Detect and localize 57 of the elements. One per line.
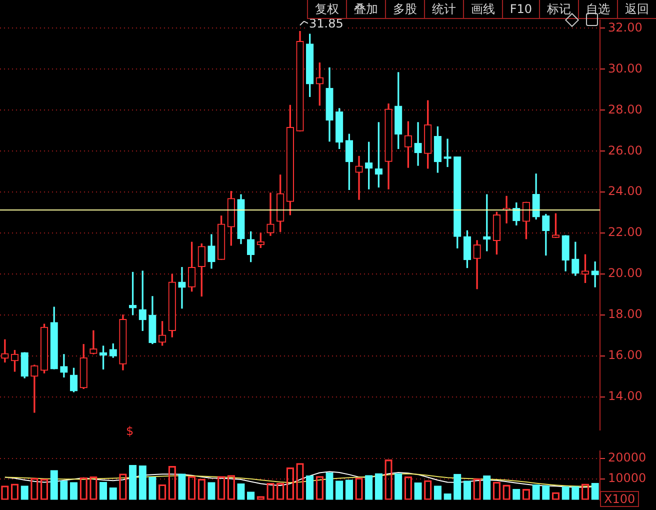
- y-tick-label: 10000: [608, 471, 646, 486]
- bar: [434, 486, 442, 500]
- bar: [336, 480, 344, 500]
- bar: [532, 484, 540, 500]
- bar: [414, 482, 422, 500]
- y-tick-label: 28.00: [608, 102, 642, 116]
- candlestick: [30, 364, 38, 413]
- candlestick: [90, 330, 98, 354]
- y-tick-label: 32.00: [608, 20, 642, 34]
- bar: [99, 482, 108, 500]
- bar: [326, 472, 334, 500]
- text: 复权: [314, 2, 339, 16]
- bar: [148, 476, 156, 500]
- bar: [591, 482, 599, 500]
- bar: [20, 486, 28, 500]
- bar: [237, 483, 245, 500]
- bar: [562, 486, 570, 500]
- y-tick-label: 16.00: [608, 348, 642, 362]
- text: 标记: [539, 0, 578, 19]
- bar: [138, 466, 146, 500]
- bar: [178, 474, 186, 500]
- bar: [365, 475, 373, 500]
- text: 返回: [617, 0, 656, 19]
- bar: [394, 473, 402, 500]
- y-tick-label: 18.00: [608, 307, 642, 322]
- candlestick: [178, 266, 186, 309]
- text: X100: [600, 491, 640, 507]
- bar: [345, 480, 354, 500]
- candlestick: [355, 156, 363, 200]
- bar: [60, 480, 68, 500]
- y-tick-label: 20.00: [608, 266, 642, 280]
- y-tick-label: 30.00: [608, 61, 642, 76]
- bar: [374, 473, 383, 500]
- text: 多股: [384, 0, 424, 19]
- text: 画线: [462, 0, 502, 19]
- text: F10: [502, 0, 539, 19]
- annotation: $: [126, 424, 134, 438]
- bar: [208, 482, 216, 500]
- y-tick-label: 24.00: [608, 184, 642, 198]
- candlestick: [266, 192, 274, 236]
- bar: [128, 464, 137, 500]
- y-tick-label: 14.00: [608, 389, 642, 404]
- y-tick-label: 26.00: [608, 143, 642, 158]
- bar: [542, 485, 550, 500]
- y-tick-label: 20000: [608, 450, 646, 465]
- bar: [483, 475, 491, 500]
- bar: [50, 470, 58, 500]
- bar: [70, 482, 78, 500]
- bar: [463, 480, 472, 500]
- text: 统计: [424, 0, 463, 19]
- candlestick: [414, 122, 422, 166]
- y-tick-label: 22.00: [608, 225, 642, 240]
- annotation: 31.85: [309, 16, 344, 30]
- bar: [306, 475, 314, 500]
- text: 叠加: [346, 0, 385, 19]
- bar: [572, 486, 580, 500]
- bar: [454, 474, 462, 500]
